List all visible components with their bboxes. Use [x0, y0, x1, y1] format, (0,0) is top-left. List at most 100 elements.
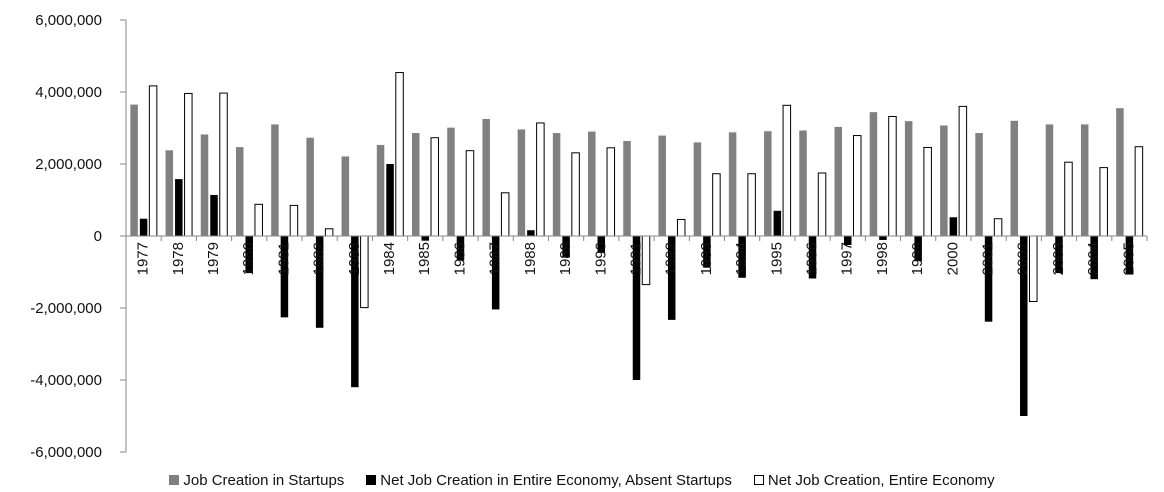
bar-startups	[1010, 120, 1019, 236]
bar-startups	[1116, 108, 1124, 236]
bar-absent-startups	[527, 230, 535, 236]
legend-swatch-entire-economy	[753, 475, 764, 485]
x-tick-label: 1985	[416, 242, 433, 275]
x-tick-label: 1995	[768, 242, 785, 275]
x-tick-label: 1988	[522, 242, 539, 275]
bar-startups	[517, 129, 526, 236]
bar-entire-economy	[465, 150, 475, 237]
bar-absent-startups	[175, 179, 183, 236]
x-tick-label: 2002	[1015, 242, 1032, 275]
bar-absent-startups	[1090, 236, 1098, 280]
bar-startups	[306, 137, 314, 236]
bar-absent-startups	[210, 194, 218, 236]
x-tick-label: 1989	[557, 242, 574, 275]
bar-entire-economy	[852, 135, 862, 237]
legend-item-entire-economy: Net Job Creation, Entire Economy	[753, 469, 995, 491]
x-axis	[125, 235, 1148, 241]
bar-absent-startups	[491, 236, 500, 310]
bar-startups	[588, 131, 596, 236]
bar-absent-startups	[808, 236, 817, 279]
bar-absent-startups	[139, 218, 148, 236]
x-tick-label: 1990	[592, 242, 609, 275]
x-tick-label: 1979	[205, 242, 222, 275]
bar-startups	[799, 130, 807, 236]
bar-entire-economy	[571, 152, 580, 237]
bar-absent-startups	[597, 236, 606, 253]
bar-entire-economy	[958, 105, 968, 237]
bar-startups	[200, 134, 209, 236]
bar-absent-startups	[386, 164, 394, 236]
bar-startups	[341, 156, 350, 236]
bar-startups	[165, 150, 174, 236]
bar-absent-startups	[914, 236, 922, 262]
bar-startups	[271, 124, 279, 236]
bar-entire-economy	[817, 172, 827, 237]
bar-absent-startups	[562, 236, 570, 258]
bar-absent-startups	[773, 210, 782, 236]
bar-series-group	[130, 72, 1144, 416]
bar-entire-economy	[219, 92, 228, 237]
bar-startups	[376, 144, 385, 236]
bar-absent-startups	[315, 236, 324, 328]
x-tick-label: 1980	[240, 242, 257, 275]
x-tick-labels: 1977 1978 1979 1980 1981 1982 1983 1984 1985 1986…	[135, 242, 1138, 275]
legend-label-absent-startups: Net Job Creation in Entire Economy, Abse…	[380, 471, 732, 489]
bar-entire-economy	[324, 228, 334, 237]
bar-absent-startups	[280, 236, 289, 318]
bar-startups	[1045, 124, 1054, 236]
bar-startups	[869, 112, 878, 236]
x-tick-label: 2003	[1050, 242, 1067, 275]
bar-entire-economy	[1099, 167, 1108, 237]
bar-entire-economy	[606, 147, 616, 237]
bar-absent-startups	[632, 236, 641, 380]
bar-startups	[1080, 124, 1089, 236]
bar-startups	[728, 132, 737, 236]
bar-absent-startups	[421, 236, 430, 241]
bar-startups	[130, 104, 138, 236]
bar-entire-economy	[500, 192, 510, 237]
bar-entire-economy	[184, 92, 193, 237]
bar-entire-economy	[395, 72, 404, 237]
legend-item-absent-startups: Net Job Creation in Entire Economy, Abse…	[366, 469, 732, 491]
bar-entire-economy	[782, 104, 792, 237]
bar-entire-economy	[289, 204, 299, 237]
x-tick-label: 2000	[944, 242, 961, 275]
y-tick-label: 6,000,000	[35, 12, 102, 29]
x-tick-label: 1998	[874, 242, 891, 275]
x-tick-label: 1977	[135, 242, 152, 275]
bar-absent-startups	[1125, 236, 1134, 275]
x-tick-label: 2001	[980, 242, 997, 275]
bar-startups	[764, 131, 772, 236]
x-tick-label: 1991	[627, 242, 644, 275]
bar-entire-economy	[747, 173, 756, 237]
bar-absent-startups	[843, 236, 852, 245]
bar-absent-startups	[703, 236, 711, 268]
bar-absent-startups	[351, 236, 359, 388]
bar-startups	[940, 125, 948, 236]
y-tick-label: -6,000,000	[30, 444, 102, 461]
bar-absent-startups	[984, 236, 993, 322]
bar-entire-economy	[430, 137, 440, 237]
x-tick-label: 2004	[1085, 242, 1102, 275]
bar-startups	[447, 127, 455, 236]
bar-startups	[235, 147, 244, 236]
bar-absent-startups	[456, 236, 465, 261]
bar-absent-startups	[1020, 236, 1028, 416]
legend: Job Creation in Startups Net Job Creatio…	[0, 469, 1164, 491]
y-tick-label: 0	[94, 228, 102, 245]
x-tick-label: 1987	[487, 242, 504, 275]
bar-startups	[658, 135, 666, 236]
x-tick-label: 1996	[803, 242, 820, 275]
legend-swatch-absent-startups	[366, 475, 377, 485]
bar-entire-economy	[676, 218, 686, 237]
legend-item-startups: Job Creation in Startups	[169, 469, 344, 491]
x-tick-label: 1994	[733, 242, 750, 275]
bar-entire-economy	[536, 122, 545, 237]
x-tick-label: 1992	[663, 242, 680, 275]
bar-entire-economy	[148, 85, 158, 237]
bar-entire-economy	[993, 218, 1003, 237]
bar-absent-startups	[1055, 236, 1063, 274]
bar-startups	[834, 126, 842, 236]
bar-startups	[693, 142, 702, 236]
x-tick-label: 1982	[311, 242, 328, 275]
